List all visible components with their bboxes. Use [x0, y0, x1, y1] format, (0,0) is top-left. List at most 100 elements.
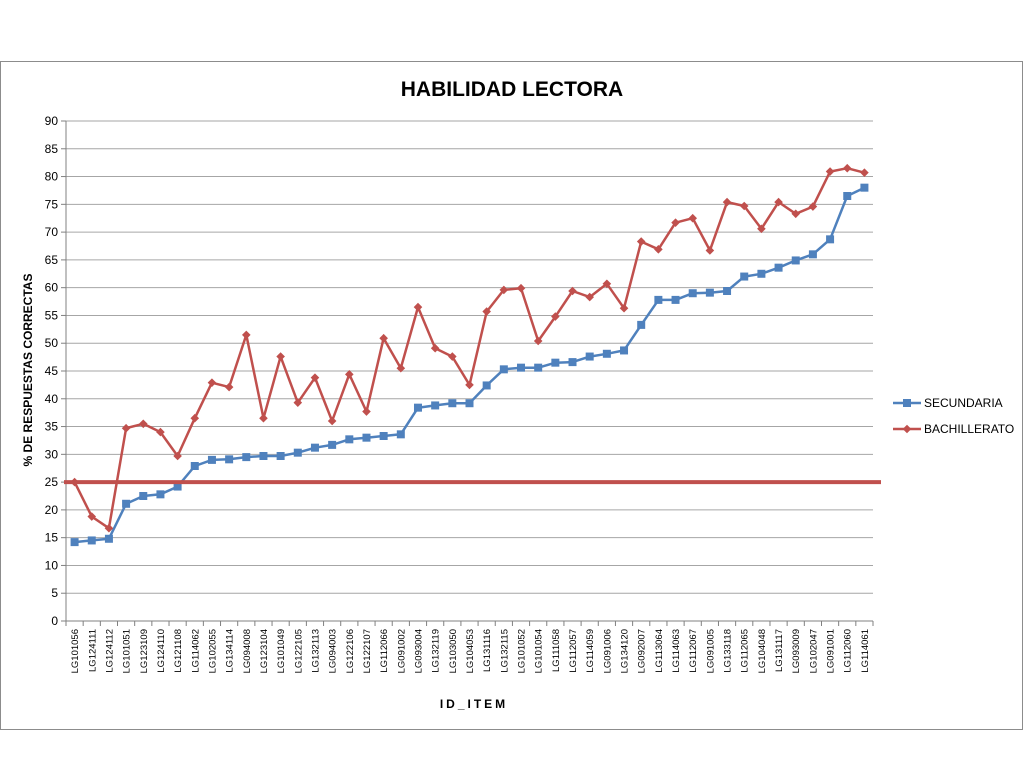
data-point: [362, 407, 371, 416]
x-tick-label: LG133118: [723, 629, 734, 673]
data-point: [156, 427, 165, 437]
data-point: [431, 401, 440, 410]
x-tick-label: LG114061: [860, 629, 871, 673]
x-tick-label: LG114062: [190, 629, 201, 673]
x-tick-label: LG094008: [242, 629, 253, 673]
x-tick-label: LG124112: [104, 629, 115, 673]
x-tick-label: LG124111: [87, 629, 98, 672]
y-tick-label: 15: [45, 531, 59, 545]
data-point: [104, 523, 114, 533]
x-tick-label: LG132113: [310, 629, 321, 673]
data-point: [379, 432, 388, 440]
data-point: [482, 307, 491, 316]
data-point: [671, 295, 680, 304]
x-tick-label: LG134120: [620, 629, 631, 673]
x-tick-label: LG131116: [482, 629, 493, 672]
data-point: [156, 490, 165, 499]
data-point: [654, 245, 663, 254]
x-tick-label: LG114059: [585, 629, 596, 673]
data-point: [396, 430, 405, 439]
data-point: [122, 499, 131, 508]
x-tick-labels: LG101056 LG124111 LG124112 LG101051 LG123109…: [65, 621, 874, 673]
x-tick-label: LG101056: [70, 629, 81, 673]
data-point: [757, 224, 766, 234]
x-tick-label: LG093004: [413, 629, 424, 673]
x-tick-label: LG132115: [499, 629, 510, 673]
x-tick-label: LG121108: [173, 629, 184, 673]
x-tick-label: LG091006: [602, 629, 613, 673]
data-point: [568, 358, 577, 367]
y-tick-labels: 0 5 10 15 20 25 30 35 40 45 50 55 60 65 70 75 80 85 90: [45, 114, 59, 628]
data-point: [723, 287, 732, 295]
data-point: [104, 534, 113, 543]
data-point: [499, 365, 508, 374]
data-point: [190, 462, 199, 470]
data-point: [207, 455, 216, 464]
data-point: [173, 451, 182, 461]
data-point: [173, 482, 182, 491]
data-point: [293, 398, 303, 407]
data-point: [413, 302, 423, 312]
x-tick-label: LG102055: [207, 629, 218, 673]
data-point: [345, 370, 354, 379]
x-tick-label: LG123109: [139, 629, 150, 673]
data-point: [705, 288, 714, 297]
data-point: [482, 381, 491, 390]
x-tick-label: LG124110: [156, 629, 167, 673]
x-tick-label: LG113064: [654, 629, 665, 673]
data-point: [310, 443, 319, 452]
data-point: [551, 312, 560, 321]
data-point: [207, 378, 217, 387]
data-point: [619, 303, 629, 313]
y-tick-label: 75: [45, 197, 59, 211]
y-tick-label: 40: [45, 392, 59, 406]
x-tick-label: LG132119: [431, 629, 442, 673]
x-tick-label: LG094003: [328, 629, 339, 673]
x-tick-label: LG101052: [517, 629, 528, 673]
data-point: [534, 363, 543, 372]
chart-frame: HABILIDAD LECTORA 0 5 10 15 20 25 30 35 40 45 50 55…: [0, 61, 1023, 730]
data-point: [259, 413, 268, 423]
y-tick-label: 65: [45, 253, 59, 267]
chart-title: HABILIDAD LECTORA: [401, 78, 623, 101]
x-tick-label: LG101051: [122, 629, 133, 673]
data-point: [688, 213, 698, 223]
data-point: [860, 168, 869, 177]
data-point: [705, 246, 715, 255]
data-point: [739, 201, 749, 211]
data-point: [465, 380, 474, 390]
data-point: [740, 272, 749, 281]
data-point: [328, 440, 337, 449]
y-tick-label: 35: [45, 420, 59, 434]
data-point: [826, 235, 835, 244]
data-point: [241, 330, 251, 340]
series-secundaria: [70, 183, 869, 547]
y-tick-label: 55: [45, 308, 59, 322]
x-tick-label: LG092007: [637, 629, 648, 673]
data-point: [225, 455, 234, 464]
data-point: [842, 163, 852, 173]
data-point: [138, 419, 148, 429]
y-tick-label: 60: [45, 281, 59, 295]
data-point: [276, 452, 285, 460]
x-tick-label: LG104048: [757, 629, 768, 673]
data-point: [499, 285, 509, 295]
data-point: [774, 263, 783, 272]
data-point: [293, 448, 302, 457]
data-point: [242, 453, 251, 462]
data-point: [190, 413, 200, 423]
data-point: [259, 452, 268, 460]
x-tick-label: LG091005: [705, 629, 716, 673]
data-point: [791, 209, 801, 219]
data-point: [688, 289, 697, 298]
data-point: [517, 363, 526, 372]
data-point: [70, 538, 79, 547]
data-point: [825, 167, 835, 176]
x-tick-label: LG091002: [396, 629, 407, 673]
y-tick-label: 20: [45, 503, 59, 517]
y-tick-label: 0: [51, 614, 58, 628]
data-point: [791, 256, 800, 265]
data-point: [602, 349, 611, 358]
data-point: [585, 292, 594, 302]
series-line: [74, 186, 865, 544]
